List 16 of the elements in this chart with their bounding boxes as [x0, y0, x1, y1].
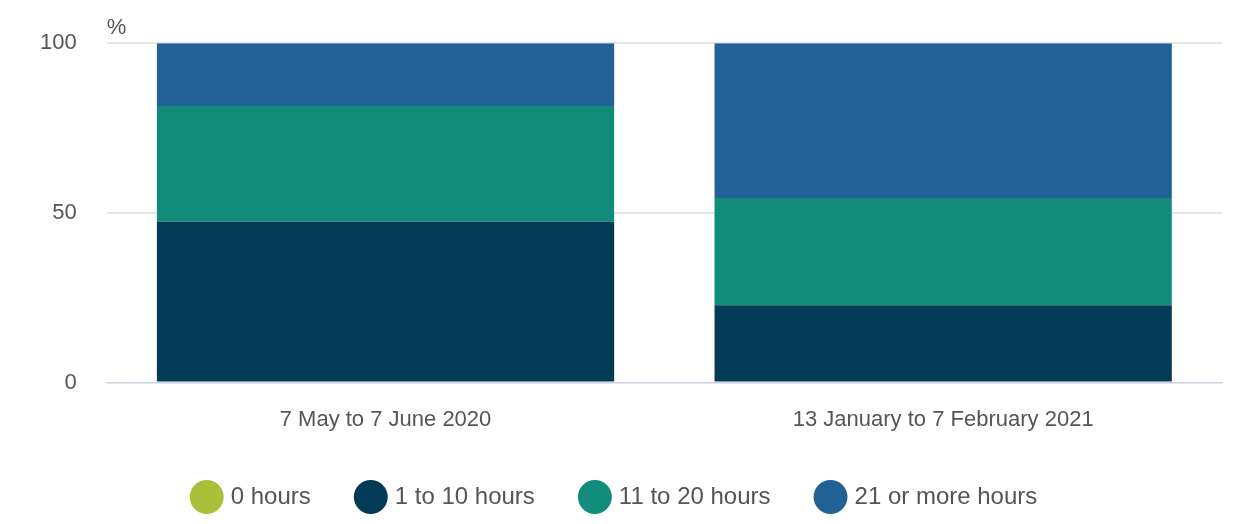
legend-label: 21 or more hours [854, 481, 1038, 509]
bar [714, 305, 1172, 382]
legend-label: 11 to 20 hours [618, 481, 771, 509]
bar [156, 221, 615, 382]
bar [156, 105, 615, 222]
y-axis-title: % [106, 14, 127, 40]
bar [714, 43, 1172, 198]
legend-label: 0 hours [230, 481, 311, 509]
x-tick-label: 13 January to 7 February 2021 [792, 405, 1094, 431]
bar [714, 197, 1172, 306]
x-tick-label: 7 May to 7 June 2020 [279, 405, 492, 431]
y-tick-label: 0 [64, 368, 77, 394]
legend-label: 1 to 10 hours [394, 481, 535, 509]
bar [156, 43, 615, 106]
y-tick-label: 100 [39, 29, 77, 55]
y-tick-label: 50 [52, 198, 77, 224]
